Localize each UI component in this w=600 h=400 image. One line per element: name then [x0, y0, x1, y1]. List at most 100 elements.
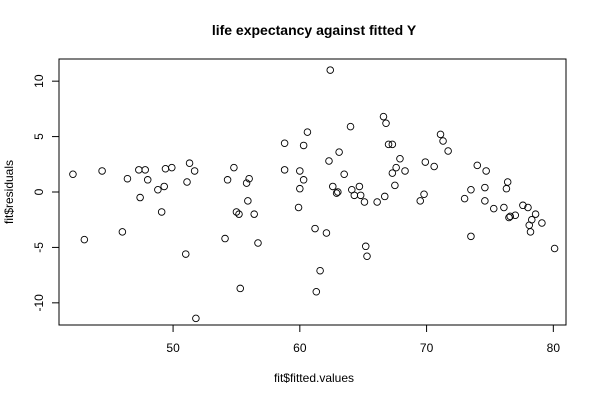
data-point [473, 161, 482, 170]
data-point [322, 229, 331, 237]
data-point [118, 228, 127, 236]
data-point [401, 167, 409, 175]
data-point [157, 208, 166, 216]
data-point [123, 174, 132, 183]
data-point [430, 162, 438, 171]
data-point [396, 154, 404, 163]
data-point [334, 188, 342, 196]
data-point [325, 157, 333, 165]
data-point [380, 192, 389, 201]
data-point [311, 224, 319, 233]
x-tick-label: 80 [547, 341, 561, 355]
data-point [382, 119, 390, 128]
data-point [420, 190, 428, 198]
data-point [355, 182, 364, 191]
data-point [280, 166, 289, 174]
y-tick-label: 0 [32, 188, 46, 195]
data-point [223, 176, 232, 184]
data-point [190, 167, 199, 175]
data-point [294, 203, 303, 212]
data-point [502, 184, 511, 193]
data-point [221, 234, 229, 243]
data-point [360, 198, 369, 206]
data-point [296, 184, 304, 193]
data-point [335, 148, 343, 156]
data-point [135, 166, 143, 174]
data-point [506, 212, 514, 221]
data-point [332, 189, 341, 197]
data-point [80, 235, 89, 244]
data-point [444, 147, 452, 155]
data-point [481, 197, 489, 205]
data-point [356, 191, 365, 200]
data-point [526, 228, 535, 236]
data-point [346, 122, 355, 131]
data-point [490, 204, 498, 213]
data-point [181, 250, 190, 258]
data-point [460, 194, 469, 203]
data-point [236, 284, 245, 293]
data-point [467, 186, 475, 194]
data-point [299, 176, 308, 184]
data-point [350, 191, 359, 200]
data-point [160, 182, 168, 191]
data-point [531, 210, 540, 218]
data-point [242, 179, 251, 187]
data-point [416, 197, 424, 205]
data-point [384, 140, 393, 149]
data-point [296, 167, 304, 175]
data-point [550, 244, 559, 253]
data-point [230, 163, 238, 172]
data-point [391, 181, 399, 190]
data-point [280, 139, 289, 147]
points-layer [69, 66, 559, 323]
data-point [361, 242, 370, 251]
data-point [436, 130, 445, 139]
data-point [439, 137, 447, 145]
data-point [392, 163, 400, 172]
data-point [185, 159, 194, 167]
data-point [481, 183, 489, 192]
data-point [340, 170, 348, 179]
data-point [500, 203, 508, 212]
data-point [254, 239, 262, 247]
data-point [299, 141, 308, 150]
data-point [388, 169, 397, 177]
data-point [161, 164, 170, 173]
data-point [329, 182, 337, 191]
data-point [136, 193, 144, 202]
x-axis: 50 60 70 80 [166, 324, 561, 355]
x-tick-label: 60 [293, 341, 307, 355]
y-axis: -10 -5 0 5 10 [32, 74, 60, 312]
data-point [235, 210, 243, 218]
data-point [250, 210, 258, 218]
data-point [141, 166, 149, 174]
data-point [528, 215, 536, 224]
data-point [505, 213, 513, 222]
data-point [519, 201, 527, 210]
data-point [388, 140, 397, 149]
data-point [363, 252, 371, 261]
data-point [326, 66, 334, 74]
data-point [303, 128, 312, 136]
plot-frame [58, 58, 567, 326]
x-axis-label: fit$fitted.values [274, 371, 354, 385]
data-point [511, 211, 520, 220]
chart-title: life expectancy against fitted Y [212, 22, 417, 38]
y-tick-label: 5 [32, 133, 46, 140]
data-point [69, 170, 77, 179]
data-point [245, 174, 253, 183]
y-tick-label: -5 [32, 242, 46, 253]
data-point [143, 176, 152, 184]
data-point [503, 178, 512, 186]
y-tick-label: -10 [32, 294, 46, 312]
y-axis-label: fit$residuals [2, 160, 16, 224]
x-tick-label: 70 [420, 341, 434, 355]
data-point [421, 158, 430, 166]
data-point [373, 198, 381, 206]
data-point [379, 112, 388, 121]
data-point [482, 167, 490, 175]
data-point [244, 197, 252, 205]
data-point [312, 288, 321, 296]
data-point [154, 186, 162, 194]
